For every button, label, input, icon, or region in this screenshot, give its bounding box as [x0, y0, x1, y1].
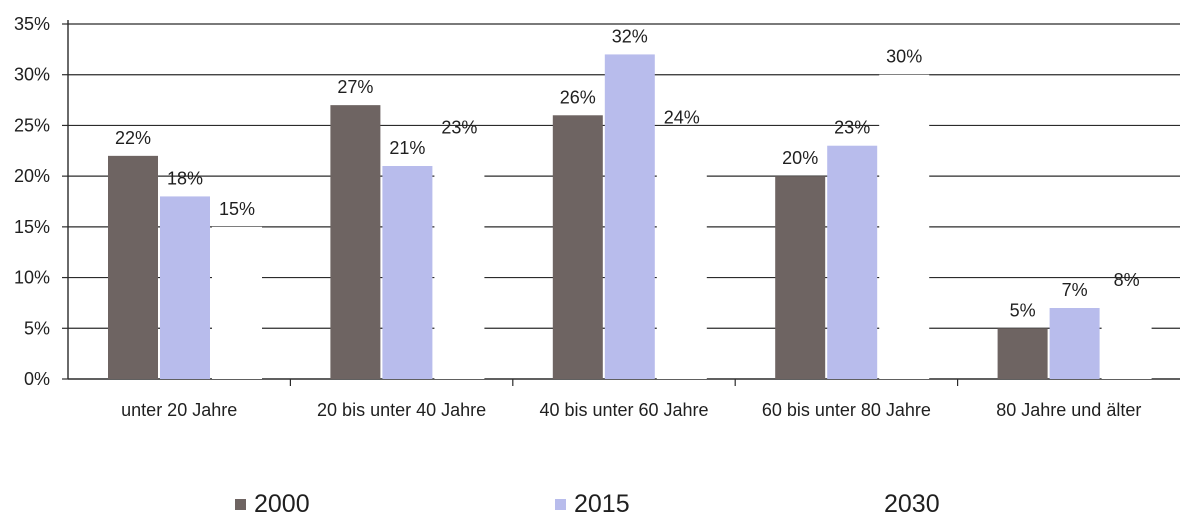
bar-chart: 0% 5% 10% 15% 20% 25% 30% 35% 22% 18% 15% unter 20 …	[14, 14, 1180, 420]
data-label: 32%	[612, 26, 648, 46]
bar-2015	[160, 196, 210, 379]
data-label: 8%	[1114, 270, 1140, 290]
data-label: 21%	[389, 138, 425, 158]
x-tick-label: 20 bis unter 40 Jahre	[317, 400, 486, 420]
y-tick-label: 35%	[14, 14, 50, 34]
bar-2030	[1101, 297, 1152, 379]
legend-swatch-2015	[555, 499, 566, 510]
data-label: 26%	[560, 87, 596, 107]
y-tick-label: 25%	[14, 115, 50, 135]
bar-2000	[552, 115, 603, 380]
legend-item-2030: 2030	[884, 490, 940, 519]
y-tick-label: 20%	[14, 166, 50, 186]
data-label: 7%	[1062, 280, 1088, 300]
data-label: 20%	[782, 148, 818, 168]
bar-2015	[382, 166, 433, 379]
bar-2030	[212, 226, 262, 379]
legend-label-2000: 2000	[254, 490, 310, 518]
legend-label-2015: 2015	[574, 490, 630, 518]
y-tick-label: 0%	[24, 369, 50, 389]
bar-2015	[827, 145, 878, 379]
data-label: 5%	[1010, 300, 1036, 320]
legend-label-2030: 2030	[884, 490, 940, 518]
legend-item-2000: 2000	[235, 490, 310, 519]
y-tick-label: 5%	[24, 318, 50, 338]
data-label: 18%	[167, 168, 203, 188]
x-tick-label: 80 Jahre und älter	[996, 400, 1141, 420]
bar-2030	[656, 135, 707, 379]
data-label: 27%	[337, 77, 373, 97]
bar-2000	[997, 328, 1048, 379]
x-tick-label: 60 bis unter 80 Jahre	[762, 400, 931, 420]
data-label: 22%	[115, 128, 151, 148]
bar-2000	[108, 155, 158, 379]
x-tick-label: unter 20 Jahre	[121, 400, 237, 420]
data-label: 23%	[441, 118, 477, 138]
y-tick-label: 10%	[14, 268, 50, 288]
y-tick-label: 30%	[14, 65, 50, 85]
data-label: 24%	[664, 108, 700, 128]
y-tick-label: 15%	[14, 217, 50, 237]
bar-2030	[434, 145, 485, 379]
bar-2030	[879, 74, 930, 379]
data-label: 23%	[834, 118, 870, 138]
data-label: 30%	[886, 47, 922, 67]
x-tick-label: 40 bis unter 60 Jahre	[539, 400, 708, 420]
bar-2000	[330, 105, 381, 380]
legend-item-2015: 2015	[555, 490, 630, 519]
bar-2015	[604, 54, 655, 380]
data-label: 15%	[219, 199, 255, 219]
bar-2015	[1049, 308, 1100, 379]
legend-swatch-2000	[235, 499, 246, 510]
bar-2000	[775, 176, 826, 379]
